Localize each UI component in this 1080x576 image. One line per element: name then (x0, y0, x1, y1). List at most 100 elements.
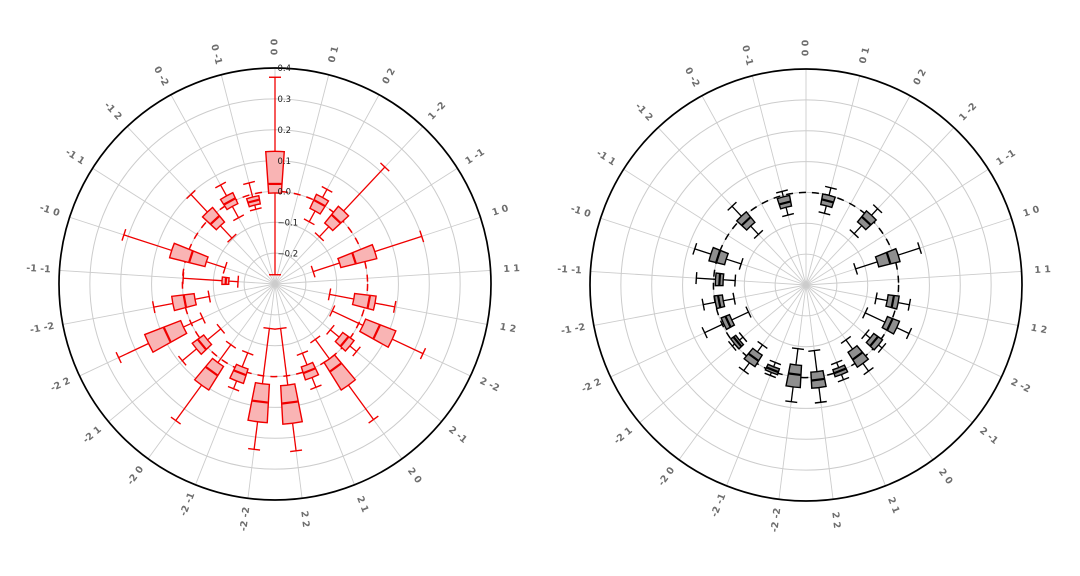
lower-whisker-cap (769, 359, 782, 366)
box-0_2 (303, 185, 333, 226)
angle-label: 0 1 (858, 46, 873, 65)
box--2_-2 (785, 347, 804, 404)
box-2_0 (840, 335, 874, 376)
box-1_0 (853, 242, 923, 275)
lower-whisker-cap (329, 305, 336, 317)
spoke-gridline (92, 167, 276, 285)
lower-whisker-cap (207, 290, 212, 303)
upper-whisker-cap (738, 366, 750, 375)
lower-whisker (725, 258, 742, 265)
median-line (366, 295, 372, 309)
lower-whisker-cap (216, 323, 226, 334)
median-line (821, 198, 834, 204)
spoke-gridline (274, 74, 330, 285)
lower-whisker-cap (853, 262, 859, 275)
lower-whisker-cap (232, 214, 245, 222)
median-line (252, 399, 268, 404)
lower-whisker-cap (249, 207, 262, 212)
upper-whisker-cap (917, 242, 923, 255)
lower-whisker-cap (818, 211, 831, 216)
lower-whisker (329, 329, 340, 338)
box--2_-2 (247, 326, 276, 451)
median-line (718, 273, 722, 286)
angle-label: 2 -1 (977, 425, 1000, 447)
lower-whisker (183, 317, 203, 328)
spoke-gridline (726, 284, 807, 486)
box-2_1 (830, 359, 850, 383)
angle-label: 2 1 (885, 496, 901, 515)
angle-label: -2 0 (656, 465, 677, 488)
upper-whisker (123, 234, 172, 252)
upper-whisker-cap (837, 376, 850, 383)
angle-label: -2 -1 (709, 492, 728, 519)
median-line (715, 250, 722, 263)
spoke-gridline (593, 284, 807, 326)
lower-whisker (864, 312, 886, 323)
upper-whisker (349, 345, 357, 352)
spoke-gridline (805, 168, 989, 286)
angle-label: 1 -2 (957, 101, 979, 123)
angle-label: 1 -2 (426, 100, 448, 122)
lower-whisker (206, 261, 226, 269)
zero-dashed-circle (712, 191, 900, 379)
upper-whisker-cap (775, 189, 788, 194)
box-2_-2 (862, 307, 913, 340)
median-line (188, 250, 194, 263)
angle-label: 0 0 (270, 38, 281, 55)
radial-tick-label: 0.4 (278, 64, 292, 74)
lower-whisker-cap (310, 265, 316, 278)
spoke-gridline (220, 74, 276, 285)
outer-ring (589, 68, 1023, 502)
upper-whisker (818, 387, 822, 403)
left-polar-plot: 0 0 0 1 0 2 1 -2 1 -1 1 0 1 1 1 2 2 -2 2 -1 2 0 2 1… (26, 38, 520, 532)
angle-label: -2 2 (580, 377, 603, 396)
upper-whisker (896, 327, 910, 335)
lower-whisker-cap (222, 261, 228, 274)
upper-whisker-cap (310, 384, 322, 391)
box--1_2 (186, 189, 237, 243)
box-wedge (309, 193, 330, 215)
upper-whisker (743, 362, 750, 372)
box-wedge (229, 363, 249, 385)
median-line (717, 295, 722, 308)
box-wedge (358, 318, 397, 349)
box--2_0 (170, 340, 237, 425)
angle-label: 2 0 (936, 467, 955, 487)
upper-whisker (862, 363, 870, 372)
median-line (223, 197, 236, 206)
angle-label: -1 -1 (557, 264, 582, 277)
lower-whisker (750, 225, 759, 235)
box--2_1 (177, 323, 226, 366)
upper-whisker (374, 235, 422, 253)
angular-gridlines (590, 69, 1022, 500)
median-line (303, 367, 316, 374)
box-1_0 (310, 230, 425, 278)
upper-whisker (840, 374, 845, 380)
lower-whisker-cap (849, 229, 860, 239)
upper-whisker-cap (863, 367, 874, 376)
lower-whisker (756, 344, 763, 353)
spoke-gridline (805, 284, 934, 461)
box-wedge (351, 292, 377, 311)
upper-whisker (291, 423, 297, 451)
lower-whisker-cap (861, 329, 870, 340)
upper-whisker-cap (727, 201, 737, 211)
upper-whisker (322, 189, 328, 198)
lower-whisker (241, 352, 249, 368)
upper-whisker-cap (379, 162, 390, 172)
box-2_1 (296, 350, 322, 391)
lower-whisker (314, 339, 330, 360)
box--2_0 (738, 340, 768, 375)
box-wedge (264, 150, 286, 194)
lower-whisker (329, 293, 354, 300)
lower-whisker-cap (830, 359, 843, 366)
upper-whisker (391, 338, 424, 355)
median-line (861, 216, 872, 226)
spoke-gridline (805, 284, 1019, 326)
upper-whisker-cap (419, 347, 427, 360)
upper-whisker-cap (182, 272, 185, 285)
box-1_2 (327, 288, 397, 313)
grid-circle (682, 161, 930, 409)
lower-whisker (773, 362, 776, 368)
